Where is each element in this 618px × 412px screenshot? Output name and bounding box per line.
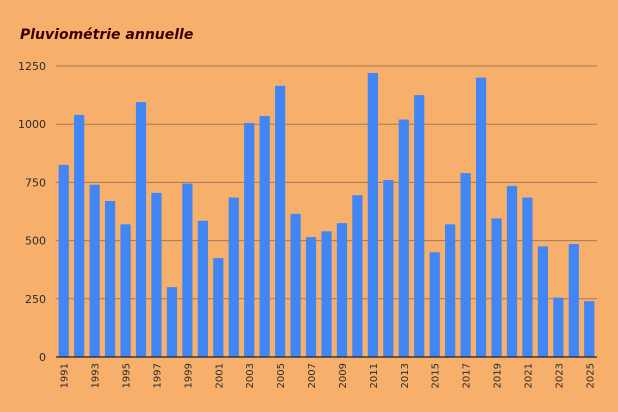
x-tick-label: 2017	[462, 363, 473, 388]
y-tick-label: 250	[25, 293, 46, 306]
x-tick-label: 1999	[183, 363, 194, 388]
bar-1991	[58, 164, 69, 357]
bar-2015	[429, 252, 440, 357]
bar-1998	[166, 287, 178, 357]
bar-2014	[414, 95, 425, 357]
x-tick-label: 1997	[152, 363, 163, 388]
bar-2019	[491, 218, 502, 357]
bar-1993	[89, 184, 100, 357]
chart-title: Pluviométrie annuelle	[20, 27, 193, 43]
bar-2020	[506, 185, 518, 357]
bar-2021	[522, 197, 533, 357]
bar-2000	[197, 220, 208, 357]
bar-2023	[553, 297, 564, 357]
y-tick-label: 1000	[18, 118, 46, 131]
bar-1997	[151, 192, 162, 357]
bar-2007	[305, 237, 317, 357]
bar-2004	[259, 116, 270, 357]
y-tick-label: 1250	[18, 60, 46, 73]
bar-2008	[321, 231, 332, 357]
bar-1996	[135, 102, 147, 357]
x-tick-label: 2019	[493, 363, 504, 388]
bar-2011	[367, 72, 378, 357]
bar-2012	[383, 180, 394, 357]
bar-2017	[460, 173, 471, 357]
x-tick-label: 1993	[91, 363, 102, 388]
bar-1992	[74, 114, 85, 357]
y-axis-ticks: 0 250 500 750 1000 1250	[18, 60, 46, 364]
x-tick-label: 2013	[400, 363, 411, 388]
bar-2005	[275, 85, 286, 357]
y-tick-label: 500	[25, 235, 46, 248]
x-tick-label: 2021	[523, 363, 534, 388]
x-tick-label: 2009	[338, 363, 349, 388]
y-tick-label: 750	[25, 176, 46, 189]
x-tick-label: 2025	[585, 363, 596, 388]
bar-2002	[228, 197, 239, 357]
bar-2025	[584, 301, 595, 357]
x-tick-label: 2003	[245, 363, 256, 388]
bar-2024	[568, 244, 579, 357]
bar-2009	[336, 223, 348, 357]
bar-2010	[352, 195, 363, 357]
bar-2016	[445, 224, 456, 357]
bars	[58, 72, 595, 357]
bar-2001	[213, 258, 224, 357]
x-tick-label: 2015	[431, 363, 442, 388]
bar-2006	[290, 213, 301, 357]
x-tick-label: 1995	[122, 363, 133, 388]
bar-2018	[475, 77, 487, 357]
x-tick-label: 2023	[554, 363, 565, 388]
bar-2013	[398, 119, 409, 357]
x-tick-label: 2001	[214, 363, 225, 388]
bar-1994	[105, 201, 116, 357]
gridlines	[56, 65, 597, 300]
bar-2022	[537, 246, 548, 357]
bar-1999	[182, 183, 193, 357]
bar-2003	[244, 123, 255, 357]
x-tick-label: 2011	[369, 363, 380, 388]
x-tick-label: 1991	[60, 363, 71, 388]
bar-1995	[120, 224, 131, 357]
x-tick-label: 2005	[276, 363, 287, 388]
y-tick-label: 0	[39, 351, 46, 364]
x-tick-label: 2007	[307, 363, 318, 388]
x-axis-ticks: 1991 1993 1995 1997 1999 2001 2003 2005 2007 2009…	[60, 363, 597, 388]
